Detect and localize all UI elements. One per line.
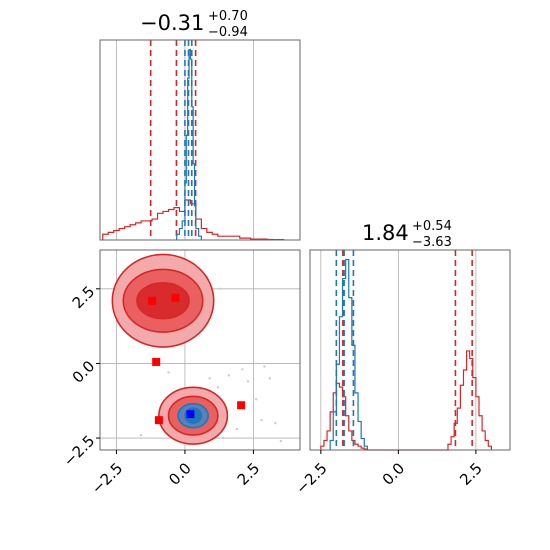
panel-frame-right	[309, 249, 511, 451]
x-tick-label-sc-0: −2.5	[88, 459, 126, 497]
sample-point-8	[274, 421, 277, 425]
panel-title-right: 1.84	[362, 221, 409, 245]
red-marker-2	[152, 357, 161, 366]
sample-point-9	[167, 371, 170, 374]
panel-frame-top	[99, 39, 301, 241]
blue-marker-0	[186, 410, 195, 419]
x-tick-label-right-2: 2.5	[456, 459, 486, 489]
y-tick-label-sc-1: 0.0	[69, 357, 99, 387]
sample-point-3	[260, 418, 263, 422]
panel-title-top-minus: −0.94	[208, 25, 248, 40]
sample-point-17	[279, 439, 283, 443]
sample-point-7	[222, 436, 225, 440]
sample-point-6	[254, 398, 258, 401]
x-tick-label-sc-2: 2.5	[234, 459, 264, 489]
sample-point-0	[216, 386, 220, 389]
x-tick-label-right-0: −2.5	[292, 459, 330, 497]
y-tick-label-sc-2: 2.5	[69, 282, 99, 312]
sample-point-5	[235, 427, 239, 431]
panel-frame-scatter	[99, 249, 301, 451]
histogram-right-series-0	[320, 350, 492, 451]
red-marker-1	[171, 293, 180, 302]
panel-title-top: −0.31	[140, 11, 204, 35]
sample-point-10	[139, 433, 143, 437]
red-marker-0	[148, 296, 157, 305]
red-marker-4	[237, 401, 246, 410]
sample-point-18	[263, 365, 266, 368]
sample-point-15	[219, 287, 222, 291]
sample-point-4	[268, 377, 272, 380]
x-tick-label-sc-1: 0.0	[165, 459, 195, 489]
sample-point-1	[227, 374, 230, 377]
panel-title-top-plus: +0.70	[208, 9, 248, 24]
x-tick-label-right-1: 0.0	[379, 459, 409, 489]
histogram-top-series-1	[176, 48, 202, 240]
histogram-top-series-0	[102, 199, 285, 241]
red-marker-3	[154, 416, 163, 425]
panel-title-right-plus: +0.54	[412, 219, 452, 234]
sample-point-2	[246, 380, 250, 383]
sample-point-12	[208, 377, 211, 380]
contour-level-2	[136, 282, 190, 320]
y-tick-label-sc-0: −2.5	[60, 432, 98, 470]
panel-title-right-minus: −3.63	[412, 235, 452, 250]
sample-point-11	[241, 368, 244, 371]
